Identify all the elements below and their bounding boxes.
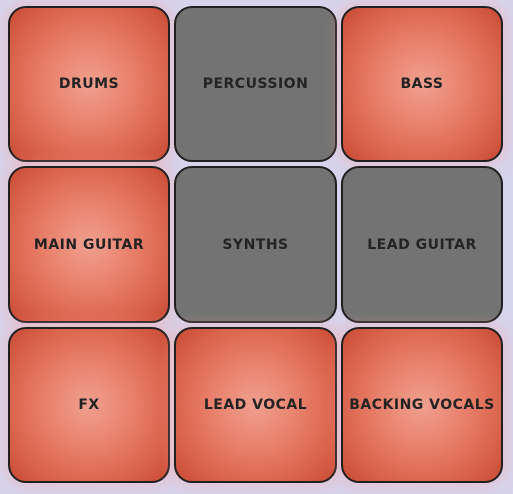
pad-fx[interactable]: FX <box>8 327 170 483</box>
pad-label: LEAD GUITAR <box>367 236 477 253</box>
pad-label: PERCUSSION <box>202 76 309 92</box>
pad-label: LEAD VOCAL <box>203 397 308 413</box>
pad-label: MAIN GUITAR <box>33 236 145 253</box>
pad-main-guitar[interactable]: MAIN GUITAR <box>8 166 170 323</box>
pad-percussion[interactable]: PERCUSSION <box>174 6 337 162</box>
pad-lead-guitar[interactable]: LEAD GUITAR <box>341 166 503 323</box>
pad-label: FX <box>78 397 100 413</box>
pad-label: BASS <box>400 76 444 92</box>
pad-label: DRUMS <box>58 76 120 92</box>
pad-drums[interactable]: DRUMS <box>8 6 170 162</box>
pad-label: SYNTHS <box>222 236 289 253</box>
pad-synths[interactable]: SYNTHS <box>174 166 337 323</box>
pad-bass[interactable]: BASS <box>341 6 503 162</box>
pad-label: BACKING VOCALS <box>349 397 495 413</box>
pad-lead-vocal[interactable]: LEAD VOCAL <box>174 327 337 483</box>
pad-backing-vocals[interactable]: BACKING VOCALS <box>341 327 503 483</box>
